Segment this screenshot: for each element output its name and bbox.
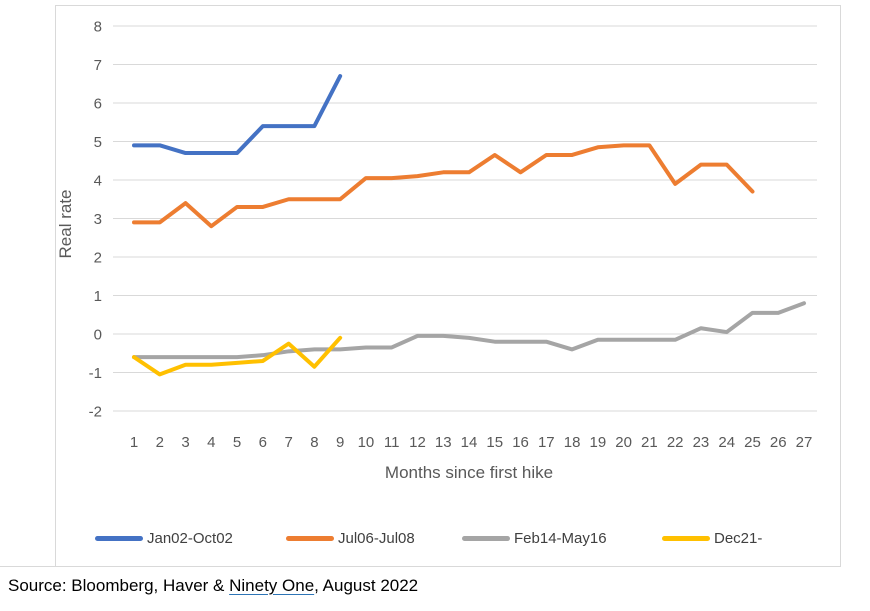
y-axis-tick-labels: 8 7 6 5 4 3 2 1 0 -1 -2 xyxy=(89,19,102,421)
x-tick-label: 27 xyxy=(796,434,813,451)
x-tick-label: 15 xyxy=(486,434,503,451)
x-tick-label: 13 xyxy=(435,434,452,451)
y-tick-label: 7 xyxy=(94,57,102,74)
y-axis-title: Real rate xyxy=(56,190,75,259)
x-axis-title: Months since first hike xyxy=(385,463,553,482)
x-tick-label: 16 xyxy=(512,434,529,451)
x-tick-label: 19 xyxy=(590,434,607,451)
x-tick-label: 3 xyxy=(181,434,189,451)
series-line-dec21 xyxy=(132,335,343,377)
y-tick-label: 2 xyxy=(94,250,102,267)
y-tick-label: 1 xyxy=(94,288,102,305)
source-note: Source: Bloomberg, Haver & Ninety One, A… xyxy=(8,576,418,596)
series-line-jul06-jul08 xyxy=(132,143,755,229)
x-tick-label: 5 xyxy=(233,434,241,451)
x-tick-label: 25 xyxy=(744,434,761,451)
series-lines xyxy=(132,74,807,377)
legend-swatch-dec21 xyxy=(662,535,710,541)
chart-legend: Jan02-Oct02 Jul06-Jul08 Feb14-May16 Dec21- xyxy=(56,527,840,549)
x-tick-label: 9 xyxy=(336,434,344,451)
source-text-suffix: , August 2022 xyxy=(314,576,419,595)
legend-swatch-feb14-may16 xyxy=(462,535,510,541)
divider-line xyxy=(0,566,56,567)
y-tick-label: 6 xyxy=(94,96,102,113)
x-tick-label: 17 xyxy=(538,434,555,451)
source-text-prefix: Source: Bloomberg, Haver & xyxy=(8,576,230,595)
x-tick-label: 22 xyxy=(667,434,684,451)
x-axis-tick-labels: 1 2 3 4 5 6 7 8 9 10 11 12 13 14 15 16 17 18 19 20 21 22 23 24 2… xyxy=(130,434,813,451)
legend-item-jan02-oct02: Jan02-Oct02 xyxy=(95,527,233,549)
x-tick-label: 2 xyxy=(156,434,164,451)
x-tick-label: 26 xyxy=(770,434,787,451)
gridlines xyxy=(113,25,817,412)
x-tick-label: 20 xyxy=(615,434,632,451)
legend-item-jul06-jul08: Jul06-Jul08 xyxy=(286,527,415,549)
series-line-jan02-oct02 xyxy=(132,74,343,156)
series-line-feb14-may16 xyxy=(132,301,807,360)
y-tick-label: 3 xyxy=(94,211,102,228)
x-tick-label: 6 xyxy=(259,434,267,451)
y-tick-label: 4 xyxy=(94,173,102,190)
x-tick-label: 10 xyxy=(358,434,375,451)
y-tick-label: -2 xyxy=(89,404,102,421)
x-tick-label: 11 xyxy=(384,434,400,451)
legend-swatch-jan02-oct02 xyxy=(95,535,143,541)
chart-panel: 8 7 6 5 4 3 2 1 0 -1 -2 1 2 3 4 5 6 7 8 9 10 11 12 13 14 15 16 17 1… xyxy=(55,5,841,567)
y-tick-label: 0 xyxy=(94,327,102,344)
y-tick-label: 8 xyxy=(94,19,102,36)
legend-label-jul06-jul08: Jul06-Jul08 xyxy=(338,529,415,547)
source-link-ninety-one[interactable]: Ninety One xyxy=(229,576,315,595)
x-tick-label: 14 xyxy=(461,434,478,451)
x-tick-label: 4 xyxy=(207,434,215,451)
x-tick-label: 8 xyxy=(310,434,318,451)
x-tick-label: 24 xyxy=(718,434,735,451)
y-tick-label: -1 xyxy=(89,365,102,382)
legend-swatch-jul06-jul08 xyxy=(286,535,334,541)
x-tick-label: 12 xyxy=(409,434,426,451)
legend-label-feb14-may16: Feb14-May16 xyxy=(514,529,607,547)
legend-label-jan02-oct02: Jan02-Oct02 xyxy=(147,529,233,547)
y-tick-label: 5 xyxy=(94,134,102,151)
legend-item-feb14-may16: Feb14-May16 xyxy=(462,527,607,549)
x-tick-label: 23 xyxy=(693,434,710,451)
legend-label-dec21: Dec21- xyxy=(714,529,763,547)
x-tick-label: 7 xyxy=(284,434,292,451)
x-tick-label: 18 xyxy=(564,434,581,451)
legend-item-dec21: Dec21- xyxy=(662,527,762,549)
x-tick-label: 1 xyxy=(130,434,138,451)
x-tick-label: 21 xyxy=(641,434,658,451)
